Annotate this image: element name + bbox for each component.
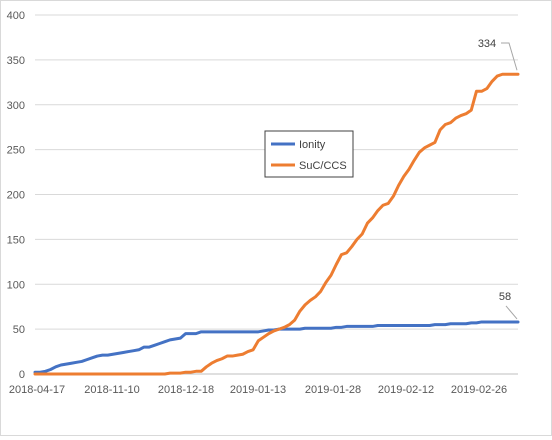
x-tick-label: 2019-02-12 bbox=[378, 384, 434, 396]
legend-box bbox=[264, 130, 354, 178]
x-tick-label: 2019-01-28 bbox=[305, 384, 361, 396]
legend-entry: Ionity bbox=[299, 139, 326, 151]
y-tick-label: 250 bbox=[7, 145, 25, 157]
y-tick-label: 100 bbox=[7, 279, 25, 291]
y-tick-label: 300 bbox=[7, 100, 25, 112]
x-tick-label: 2019-01-13 bbox=[230, 384, 286, 396]
series-lines bbox=[33, 72, 520, 376]
y-tick-label: 200 bbox=[7, 190, 25, 202]
legend-entry: SuC/CCS bbox=[299, 160, 347, 172]
leader-line-ionity bbox=[505, 305, 518, 320]
data-label-ionity: 58 bbox=[499, 291, 511, 303]
y-tick-label: 0 bbox=[19, 369, 25, 381]
axes: 0 50 100 150 200 250 300 350 400 2018-04-17 2018-1… bbox=[7, 10, 508, 396]
x-tick-label: 2018-11-10 bbox=[84, 384, 139, 396]
x-tick-label: 2018-12-18 bbox=[158, 384, 214, 396]
leader-line-suc-ccs bbox=[501, 42, 518, 71]
y-tick-label: 350 bbox=[7, 55, 25, 67]
data-label-suc-ccs: 334 bbox=[478, 38, 496, 50]
y-tick-label: 400 bbox=[7, 10, 25, 22]
gridlines bbox=[35, 14, 518, 375]
y-tick-label: 150 bbox=[7, 234, 25, 246]
x-tick-label: 2018-04-17 bbox=[9, 384, 65, 396]
legend: Ionity SuC/CCS bbox=[264, 130, 354, 178]
data-labels: 58 334 bbox=[478, 38, 518, 320]
series-line-suc-ccs bbox=[33, 72, 520, 376]
y-tick-label: 50 bbox=[13, 324, 25, 336]
x-tick-label: 2019-02-26 bbox=[451, 384, 507, 396]
